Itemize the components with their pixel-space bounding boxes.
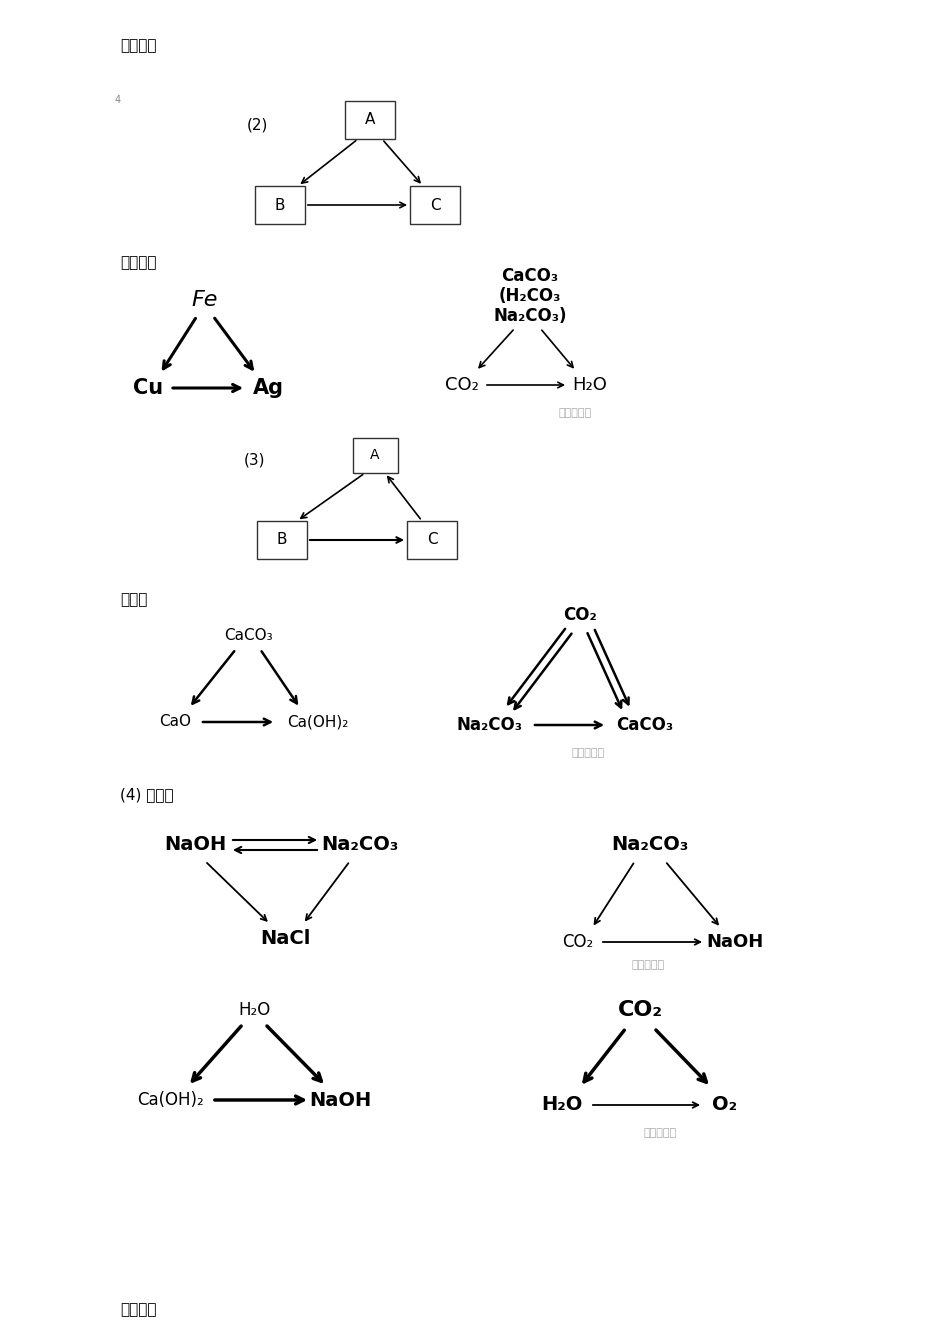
FancyBboxPatch shape xyxy=(257,521,307,559)
Text: A: A xyxy=(364,112,375,127)
Text: CO₂: CO₂ xyxy=(445,376,479,394)
Text: 精品文档: 精品文档 xyxy=(120,1302,157,1317)
Text: 九年级化学: 九年级化学 xyxy=(558,408,591,418)
Text: C: C xyxy=(427,532,437,547)
Text: CO₂: CO₂ xyxy=(616,1000,662,1020)
Text: 金属三角: 金属三角 xyxy=(120,255,157,270)
Text: CO₂: CO₂ xyxy=(563,606,597,624)
Text: NaOH: NaOH xyxy=(705,933,763,951)
Text: (4) 其它：: (4) 其它： xyxy=(120,787,174,802)
Text: O₂: O₂ xyxy=(712,1095,736,1115)
Text: 精品文档: 精品文档 xyxy=(120,37,157,53)
Text: CaCO₃: CaCO₃ xyxy=(501,267,558,285)
FancyBboxPatch shape xyxy=(410,186,460,225)
FancyBboxPatch shape xyxy=(407,521,457,559)
Text: 4: 4 xyxy=(115,95,121,106)
FancyBboxPatch shape xyxy=(255,186,305,225)
FancyBboxPatch shape xyxy=(345,102,395,139)
Text: A: A xyxy=(370,448,379,463)
Text: Cu: Cu xyxy=(133,378,163,398)
Text: 九年级化学: 九年级化学 xyxy=(643,1128,676,1138)
Text: CaO: CaO xyxy=(159,714,191,730)
Text: NaCl: NaCl xyxy=(260,928,310,948)
Text: Fe: Fe xyxy=(192,290,218,310)
Text: Na₂CO₃): Na₂CO₃) xyxy=(493,308,566,325)
Text: Na₂CO₃: Na₂CO₃ xyxy=(321,836,398,854)
Text: H₂O: H₂O xyxy=(239,1001,271,1019)
Text: Ca(OH)₂: Ca(OH)₂ xyxy=(287,714,348,730)
Text: CaCO₃: CaCO₃ xyxy=(224,627,272,643)
Text: 九年级化学: 九年级化学 xyxy=(571,747,604,758)
Text: CaCO₃: CaCO₃ xyxy=(615,717,673,734)
Text: (3): (3) xyxy=(244,452,265,468)
Text: Ag: Ag xyxy=(252,378,283,398)
Text: C: C xyxy=(430,198,440,213)
Text: B: B xyxy=(277,532,287,547)
Text: B: B xyxy=(275,198,285,213)
Text: Ca(OH)₂: Ca(OH)₂ xyxy=(137,1091,203,1108)
Text: Na₂CO₃: Na₂CO₃ xyxy=(611,836,688,854)
Text: Na₂CO₃: Na₂CO₃ xyxy=(457,717,522,734)
Text: 钙三角: 钙三角 xyxy=(120,592,147,607)
FancyBboxPatch shape xyxy=(352,437,397,472)
Text: NaOH: NaOH xyxy=(163,836,226,854)
Text: (2): (2) xyxy=(246,118,268,132)
Text: CO₂: CO₂ xyxy=(562,933,593,951)
Text: 九年级化学: 九年级化学 xyxy=(631,960,664,971)
Text: H₂O: H₂O xyxy=(572,376,607,394)
Text: (H₂CO₃: (H₂CO₃ xyxy=(498,287,561,305)
Text: H₂O: H₂O xyxy=(541,1095,582,1115)
Text: NaOH: NaOH xyxy=(309,1091,371,1110)
